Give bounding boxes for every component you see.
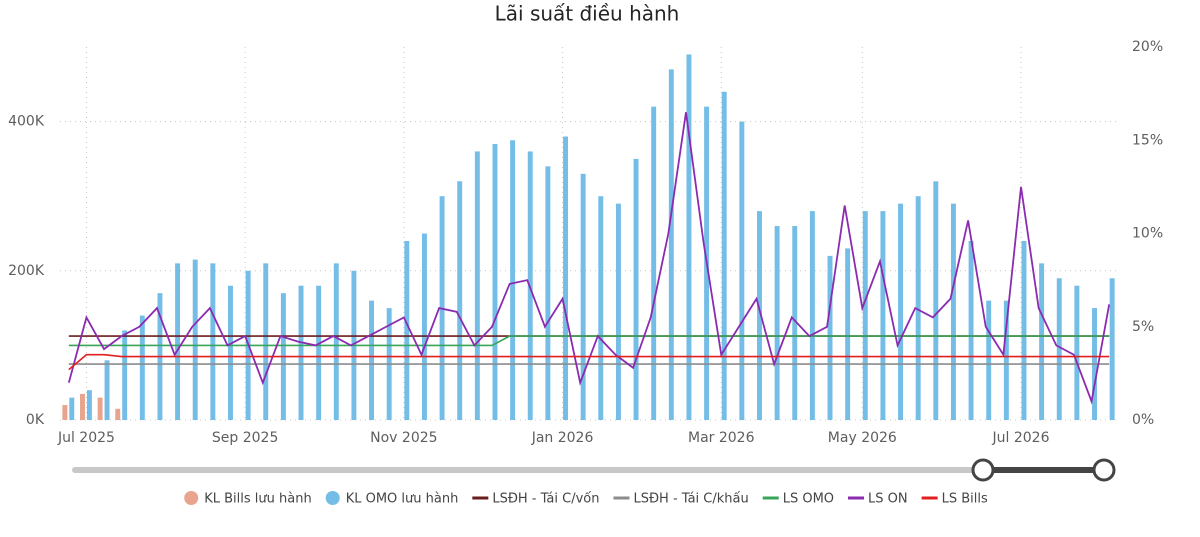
bar xyxy=(333,263,339,420)
bar xyxy=(316,285,322,420)
bar xyxy=(792,226,798,420)
bar xyxy=(545,166,551,420)
bar xyxy=(457,181,463,420)
bar xyxy=(115,408,121,420)
bar xyxy=(633,158,639,420)
bar xyxy=(80,393,85,420)
legend-label: LS Bills xyxy=(942,492,988,507)
bar xyxy=(228,285,233,420)
bar xyxy=(175,263,181,420)
slider-handle[interactable] xyxy=(1092,458,1116,482)
legend-label: LS ON xyxy=(868,492,908,507)
legend-label: LSĐH - Tái C/khấu xyxy=(633,492,748,507)
x-tick-label: May 2026 xyxy=(828,430,897,446)
legend-label: LS OMO xyxy=(783,492,834,507)
bar xyxy=(263,263,269,420)
y2-tick-label: 5% xyxy=(1132,319,1154,335)
bar xyxy=(1109,278,1115,420)
bar xyxy=(404,240,410,420)
legend-label: LSĐH - Tái C/vốn xyxy=(492,492,599,507)
bar xyxy=(933,181,939,420)
bar xyxy=(1039,263,1045,420)
y2-tick-label: 15% xyxy=(1132,132,1163,148)
x-tick-label: Jul 2026 xyxy=(992,430,1050,446)
x-tick-label: Jan 2026 xyxy=(531,430,594,446)
bar xyxy=(104,360,110,420)
bar xyxy=(686,54,692,421)
bar xyxy=(598,196,604,420)
range-slider[interactable] xyxy=(72,458,1116,482)
bar xyxy=(915,196,921,420)
legend-label: KL Bills lưu hành xyxy=(204,492,311,507)
bar xyxy=(1003,300,1009,420)
y-tick-label: 0K xyxy=(26,412,45,428)
bar xyxy=(845,248,851,420)
bar xyxy=(421,233,427,420)
bar xyxy=(774,226,780,420)
bar xyxy=(210,263,216,420)
bar xyxy=(492,143,498,421)
bar xyxy=(369,300,375,420)
bar xyxy=(668,69,674,420)
bar xyxy=(651,106,657,421)
y-tick-label: 200K xyxy=(8,263,45,279)
bar xyxy=(721,91,727,420)
bar xyxy=(563,136,568,420)
bar xyxy=(97,397,103,420)
bar xyxy=(474,151,480,420)
legend: KL Bills lưu hành KL OMO lưu hành LSĐH - T… xyxy=(184,491,988,507)
line xyxy=(68,353,1110,371)
chart-title: Lãi suất điều hành xyxy=(495,2,680,26)
line xyxy=(68,335,1110,347)
bar xyxy=(757,211,762,420)
bar xyxy=(986,300,992,420)
x-tick-label: Jul 2025 xyxy=(57,430,115,446)
bar xyxy=(62,405,68,420)
bar xyxy=(968,240,974,420)
x-tick-label: Nov 2025 xyxy=(370,430,437,446)
bar xyxy=(862,211,868,420)
bar xyxy=(1074,285,1080,420)
bar xyxy=(298,285,304,420)
slider-handle[interactable] xyxy=(971,458,995,482)
y2-tick-label: 20% xyxy=(1132,39,1163,55)
legend-label: KL OMO lưu hành xyxy=(346,492,459,507)
bar xyxy=(510,140,516,420)
bar xyxy=(86,390,92,420)
bar xyxy=(580,173,586,420)
bar xyxy=(192,259,198,420)
bar xyxy=(950,203,956,420)
bar xyxy=(809,211,815,420)
bar xyxy=(1056,278,1062,420)
y2-tick-label: 10% xyxy=(1132,226,1163,242)
legend-marker xyxy=(184,491,199,505)
y2-tick-label: 0% xyxy=(1132,412,1154,428)
bar xyxy=(122,330,128,420)
line xyxy=(67,112,1111,405)
x-tick-label: Sep 2025 xyxy=(212,430,278,446)
bar xyxy=(1021,240,1027,420)
bar xyxy=(827,255,833,420)
bar xyxy=(69,397,75,420)
bar xyxy=(739,121,745,420)
bar xyxy=(898,203,904,420)
y-tick-label: 400K xyxy=(8,114,45,130)
x-tick-label: Mar 2026 xyxy=(688,430,755,446)
bar xyxy=(139,315,145,420)
legend-marker xyxy=(325,491,340,505)
bar xyxy=(880,211,886,420)
bar xyxy=(615,203,621,420)
